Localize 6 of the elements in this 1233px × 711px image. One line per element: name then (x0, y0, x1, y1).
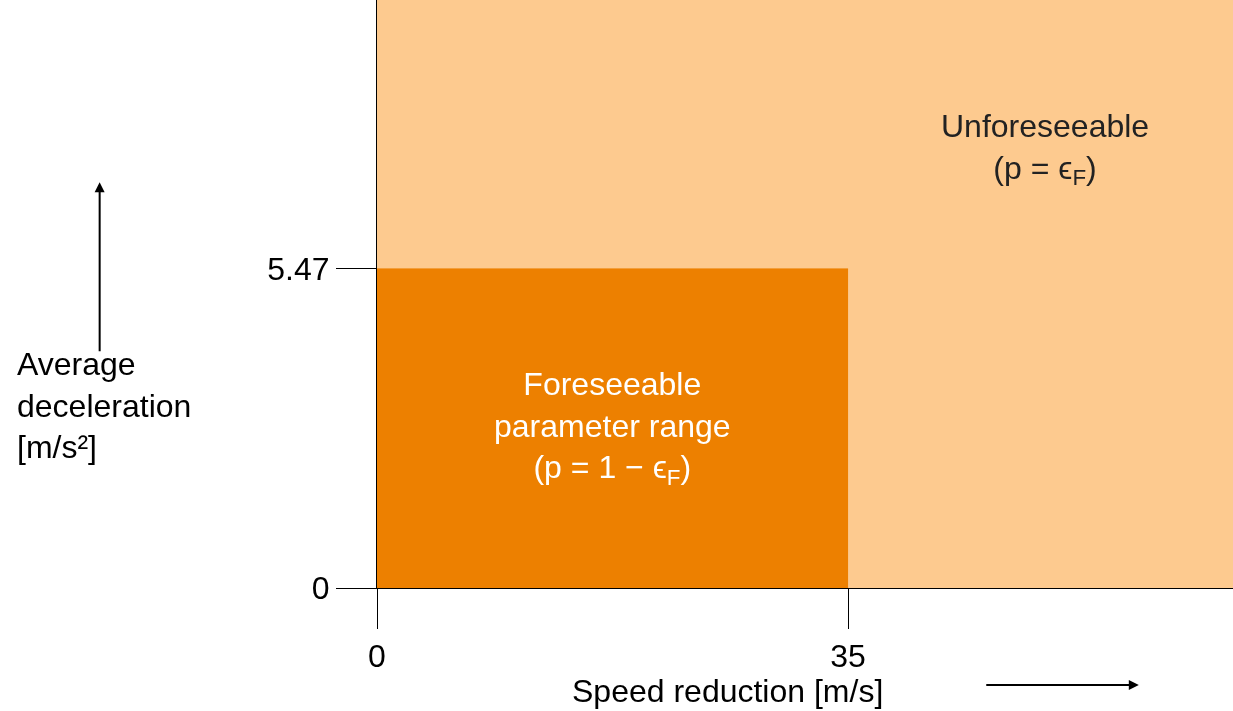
x-axis-title: Speed reduction [m/s] (572, 673, 884, 709)
band-label: Unforeseeable (p = ϵ$_{F}$) (941, 108, 1150, 191)
annotation: Foreseeable parameter range (p = 1 − ϵ$_{F}$) (494, 366, 731, 490)
y-tick-label: 5.47 (267, 251, 330, 288)
y-axis-title: Average deceleration [m/s²] (17, 346, 192, 466)
x-tick-label: 35 (830, 638, 866, 675)
